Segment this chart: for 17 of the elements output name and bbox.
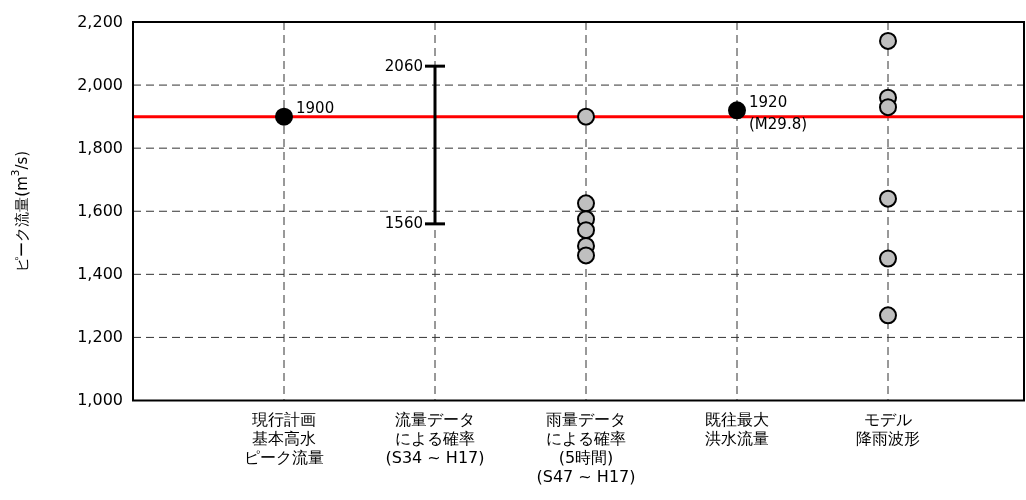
y-tick-label: 2,000: [77, 74, 123, 94]
y-tick-label: 1,600: [77, 200, 123, 220]
x-tick-label: 既往最大洪水流量: [705, 409, 769, 448]
annotation: 1560: [384, 214, 423, 233]
y-tick-label: 2,200: [77, 11, 123, 31]
annotation: (M29.8): [749, 114, 808, 133]
x-tick-label: 流量データによる確率(S34 ~ H17): [385, 409, 485, 467]
y-tick-label: 1,000: [77, 390, 123, 409]
x-tick-label: 現行計画基本高水ピーク流量: [244, 409, 324, 467]
y-tick-label: 1,400: [77, 263, 123, 283]
annotation: 1900: [296, 99, 335, 118]
annotation: 1920: [749, 92, 788, 111]
x-tick-label: モデル降雨波形: [856, 409, 920, 448]
y-tick-label: 1,200: [77, 326, 123, 346]
annotation: 2060: [384, 56, 423, 75]
x-tick-label: 雨量データによる確率(5時間)(S47 ~ H17): [536, 409, 636, 486]
y-tick-label: 1,800: [77, 137, 123, 157]
